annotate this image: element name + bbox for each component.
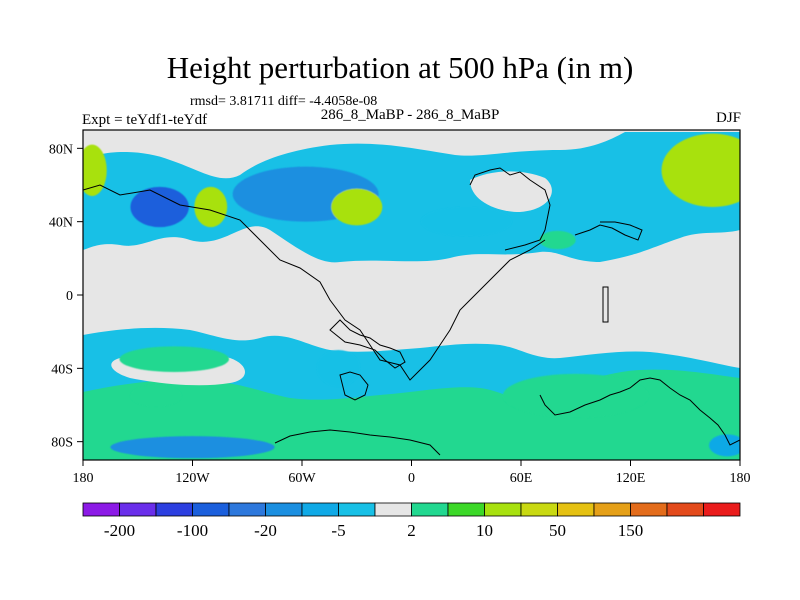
colorbar-swatch (484, 502, 522, 517)
anomaly-blob (539, 230, 576, 250)
anomaly-blob (331, 188, 383, 226)
anomaly-blob (130, 384, 182, 407)
colorbar-swatch (593, 502, 631, 517)
coastline (574, 221, 643, 241)
colorbar-swatch (703, 502, 741, 517)
anomaly-blob (130, 186, 189, 228)
colorbar-swatch (447, 502, 485, 517)
x-tick-label: 180 (73, 471, 94, 486)
coastline (339, 371, 369, 401)
x-tick-label: 60W (288, 471, 316, 486)
anomaly-region (83, 132, 740, 263)
anomaly-region (83, 263, 740, 325)
stats-text: rmsd= 3.81711 diff= -4.4058e-08 (190, 94, 378, 109)
season-label: DJF (715, 110, 741, 126)
coastline (83, 184, 546, 381)
y-tick-label: 40N (49, 216, 73, 231)
colorbar-swatch (301, 502, 339, 517)
colorbar-label: 2 (407, 521, 416, 540)
height-perturbation-field (83, 130, 740, 460)
colorbar-swatch (557, 502, 595, 517)
colorbar-swatch (374, 502, 412, 517)
anomaly-blob (502, 373, 649, 418)
colorbar-label: 10 (476, 521, 493, 540)
coastline-outlines (83, 167, 740, 456)
colorbar-label: -100 (177, 521, 208, 540)
colorbar-swatch (119, 502, 157, 517)
y-tick-label: 80N (49, 142, 73, 157)
colorbar-swatch (228, 502, 266, 517)
colorbar-swatch (192, 502, 230, 517)
anomaly-region (470, 171, 552, 212)
anomaly-blob (420, 207, 512, 237)
colorbar-label: -20 (254, 521, 277, 540)
x-tick-label: 180 (730, 471, 751, 486)
coastline (274, 429, 441, 456)
colorbar-swatch (411, 502, 449, 517)
x-tick-label: 0 (408, 471, 415, 486)
colorbar-swatch (666, 502, 704, 517)
colorbar-swatch (520, 502, 558, 517)
coastline (329, 319, 406, 369)
y-tick-label: 0 (66, 289, 73, 304)
experiment-label: Expt = teYdf1-teYdf (82, 112, 208, 128)
colorbar-swatch (630, 502, 668, 517)
coastline (469, 167, 551, 251)
coastline (539, 377, 740, 446)
x-tick-label: 120W (175, 471, 210, 486)
coastline (602, 286, 609, 323)
anomaly-blob (316, 350, 361, 387)
colorbar-swatch (338, 502, 376, 517)
colorbar-swatch (265, 502, 303, 517)
chart-title: Height perturbation at 500 hPa (in m) (166, 50, 634, 85)
y-tick-label: 80S (51, 436, 73, 451)
colorbar-swatch (155, 502, 193, 517)
colorbar-label: 150 (618, 521, 644, 540)
anomaly-blob (708, 434, 740, 457)
anomaly-blob (194, 186, 228, 228)
axis-ticks: 180 120W 60W 0 60E 120E 180 80N 40N 0 40S 80S (49, 142, 751, 486)
colorbar-label: -5 (331, 521, 345, 540)
x-tick-label: 60E (510, 471, 533, 486)
anomaly-blob (83, 144, 107, 196)
colorbar-label: -200 (104, 521, 135, 540)
chart-subtitle: 286_8_MaBP - 286_8_MaBP (320, 107, 500, 123)
y-tick-label: 40S (51, 362, 73, 377)
anomaly-blob (661, 133, 740, 207)
anomaly-blob (119, 346, 229, 372)
colorbar-label: 50 (549, 521, 566, 540)
x-tick-label: 120E (616, 471, 646, 486)
anomaly-blob (110, 436, 275, 459)
colorbar-swatch (82, 502, 120, 517)
